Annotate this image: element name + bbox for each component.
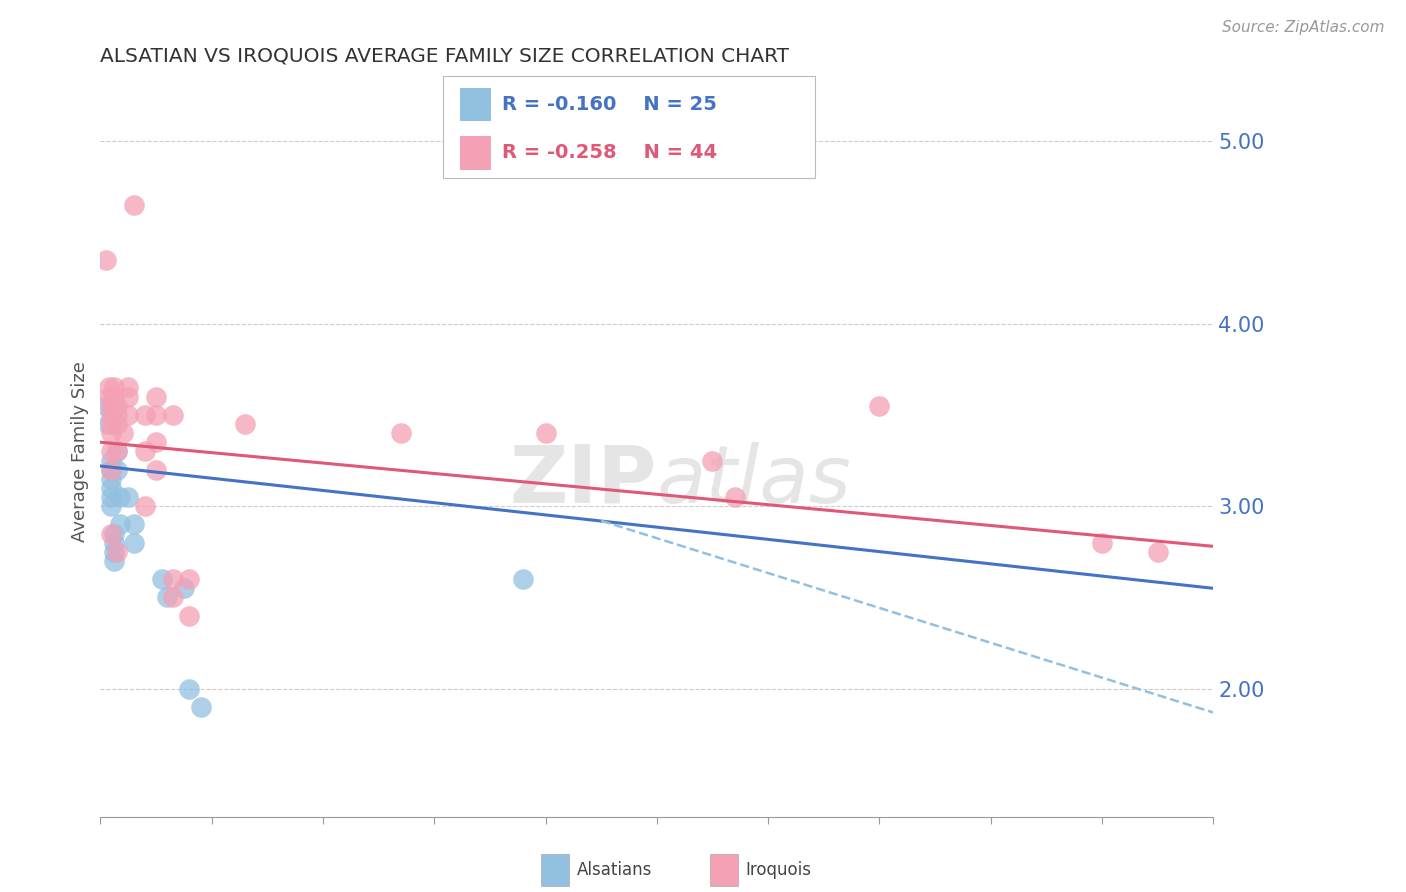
Point: [122, 535, 145, 549]
Point: [100, 444, 122, 458]
Point: [534, 426, 557, 441]
Point: [179, 608, 201, 623]
Point: [122, 198, 145, 212]
Point: [103, 380, 125, 394]
Point: [134, 499, 156, 513]
Point: [105, 462, 128, 476]
Point: [105, 444, 128, 458]
Point: [179, 681, 201, 696]
Point: [156, 591, 179, 605]
Point: [1091, 535, 1114, 549]
Point: [100, 408, 122, 422]
Text: Source: ZipAtlas.com: Source: ZipAtlas.com: [1222, 20, 1385, 35]
Point: [117, 490, 139, 504]
Point: [103, 535, 125, 549]
Text: atlas: atlas: [657, 442, 852, 520]
Text: ALSATIAN VS IROQUOIS AVERAGE FAMILY SIZE CORRELATION CHART: ALSATIAN VS IROQUOIS AVERAGE FAMILY SIZE…: [100, 46, 789, 65]
Point: [105, 444, 128, 458]
Point: [1146, 545, 1168, 559]
Point: [103, 399, 125, 413]
Point: [702, 453, 724, 467]
Point: [105, 545, 128, 559]
Text: R = -0.160    N = 25: R = -0.160 N = 25: [502, 95, 717, 114]
Point: [100, 499, 122, 513]
Point: [103, 545, 125, 559]
Point: [100, 526, 122, 541]
Point: [389, 426, 412, 441]
Y-axis label: Average Family Size: Average Family Size: [72, 361, 89, 541]
Point: [134, 408, 156, 422]
Point: [512, 572, 534, 586]
Point: [145, 435, 167, 450]
Point: [105, 408, 128, 422]
Point: [117, 408, 139, 422]
Point: [122, 517, 145, 532]
Point: [145, 408, 167, 422]
Point: [100, 453, 122, 467]
Point: [100, 399, 122, 413]
Point: [162, 408, 184, 422]
Point: [233, 417, 256, 431]
Point: [105, 417, 128, 431]
Point: [110, 517, 132, 532]
Point: [103, 526, 125, 541]
Point: [117, 380, 139, 394]
Point: [150, 572, 173, 586]
Point: [100, 481, 122, 495]
Point: [100, 472, 122, 486]
Point: [117, 390, 139, 404]
Text: R = -0.258    N = 44: R = -0.258 N = 44: [502, 144, 717, 162]
Text: ZIP: ZIP: [509, 442, 657, 520]
Text: Alsatians: Alsatians: [576, 861, 652, 879]
Point: [173, 582, 195, 596]
Point: [162, 572, 184, 586]
Point: [98, 380, 121, 394]
Point: [100, 462, 122, 476]
Point: [100, 490, 122, 504]
Point: [103, 554, 125, 568]
Point: [724, 490, 747, 504]
Point: [100, 462, 122, 476]
Point: [98, 390, 121, 404]
Point: [97, 417, 120, 431]
Point: [94, 252, 117, 267]
Point: [103, 390, 125, 404]
Point: [162, 591, 184, 605]
Point: [145, 390, 167, 404]
Point: [179, 572, 201, 586]
Point: [100, 426, 122, 441]
Point: [111, 426, 134, 441]
Point: [110, 490, 132, 504]
Text: Iroquois: Iroquois: [745, 861, 811, 879]
Point: [100, 417, 122, 431]
Point: [190, 700, 212, 714]
Point: [94, 399, 117, 413]
Point: [134, 444, 156, 458]
Point: [105, 399, 128, 413]
Point: [868, 399, 890, 413]
Point: [145, 462, 167, 476]
